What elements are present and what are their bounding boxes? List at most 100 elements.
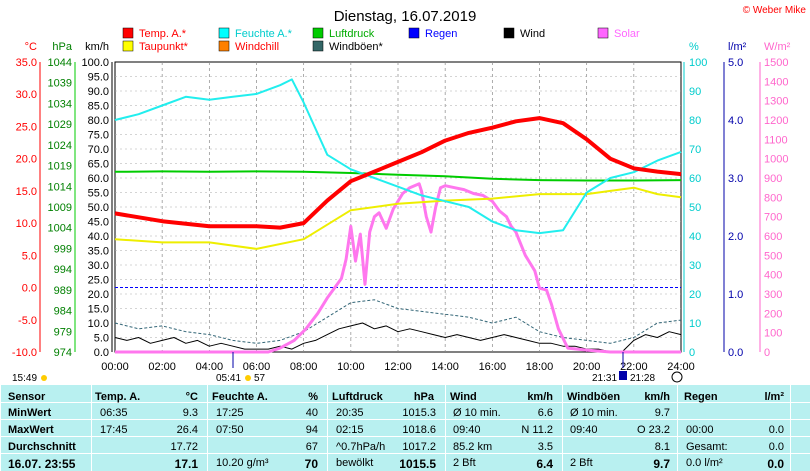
hum-value: 67 xyxy=(305,441,318,453)
hum-time: 17:25 xyxy=(216,407,244,419)
header-rain-unit: l/m² xyxy=(764,391,784,403)
gust-value: O 23.2 xyxy=(636,424,670,436)
x-tick-label: 14:00 xyxy=(431,361,459,373)
hum-time: 10.20 g/m³ xyxy=(216,457,269,469)
solar-axis-tick: 200 xyxy=(764,308,782,320)
x-tick-label: 04:00 xyxy=(196,361,224,373)
wind-time: 85.2 km xyxy=(453,441,493,453)
legend-swatch xyxy=(312,40,324,52)
solar-axis-tick: 0 xyxy=(764,347,770,359)
wind-time: 09:40 xyxy=(453,424,481,436)
solar-axis-tick: 1100 xyxy=(764,134,788,146)
legend-swatch xyxy=(122,40,134,52)
kmh-axis-tick: 100.0 xyxy=(81,57,109,69)
temp-axis-tick: 20.0 xyxy=(16,154,37,166)
legend-label: Regen xyxy=(425,28,457,40)
hpa-axis-tick: 984 xyxy=(54,306,72,318)
temp-axis-tick: 15.0 xyxy=(16,186,37,198)
press-time: 02:15 xyxy=(336,424,364,436)
kmh-axis-tick: 10.0 xyxy=(88,318,109,330)
header-gust-unit: km/h xyxy=(644,391,670,403)
wind-value: N 11.2 xyxy=(521,424,553,436)
rain-axis-tick: 0.0 xyxy=(728,347,743,359)
kmh-axis-tick: 55.0 xyxy=(88,188,109,200)
kmh-axis-tick: 70.0 xyxy=(88,144,109,156)
moon-label: 21:28 xyxy=(630,373,655,384)
temp-axis-tick: 35.0 xyxy=(16,57,37,69)
hpa-axis-tick: 999 xyxy=(54,243,72,255)
axes: 00:00 02:00 04:00 06:00 08:00 10:00 12:00 14:00… xyxy=(12,41,791,373)
rain-time: 0.0 l/m² xyxy=(686,457,723,469)
legend-label: Luftdruck xyxy=(329,28,375,40)
table-col-divider xyxy=(91,385,92,471)
hum-time: 07:50 xyxy=(216,424,244,436)
table-col-divider xyxy=(207,385,208,471)
hpa-axis-tick: 1009 xyxy=(48,202,72,214)
solar-axis-tick: 1200 xyxy=(764,115,788,127)
header-press-unit: hPa xyxy=(413,391,434,403)
rain-axis-unit: l/m² xyxy=(728,41,747,53)
solar-axis-tick: 400 xyxy=(764,270,782,282)
solar-axis-tick: 1400 xyxy=(764,76,788,88)
rain-value: 0.0 xyxy=(768,424,784,436)
sunset-label: 21:31 xyxy=(592,373,617,384)
table-col-divider xyxy=(790,385,791,471)
pct-axis-tick: 50 xyxy=(689,202,701,214)
gust-time: Ø 10 min. xyxy=(570,407,618,419)
kmh-axis-tick: 80.0 xyxy=(88,115,109,127)
rain-axis-tick: 4.0 xyxy=(728,115,743,127)
solar-axis-tick: 800 xyxy=(764,192,782,204)
press-value: 1018.6 xyxy=(402,424,436,436)
x-tick-label: 02:00 xyxy=(148,361,176,373)
row-label: Durchschnitt xyxy=(8,441,76,453)
hpa-axis-tick: 1029 xyxy=(48,119,72,131)
rain-axis-tick: 2.0 xyxy=(728,231,743,243)
hpa-axis-tick: 974 xyxy=(54,347,72,359)
header-temp: Temp. A. xyxy=(95,391,141,403)
header-hum: Feuchte A. xyxy=(212,391,268,403)
x-tick-label: 16:00 xyxy=(479,361,507,373)
x-tick-label: 08:00 xyxy=(290,361,318,373)
header-wind: Wind xyxy=(450,391,477,403)
table-col-divider xyxy=(0,385,1,471)
pct-axis-tick: 0 xyxy=(689,347,695,359)
header-press: Luftdruck xyxy=(332,391,383,403)
row-label: MinWert xyxy=(8,407,52,419)
temp-time: 17:45 xyxy=(100,424,128,436)
solar-axis-tick: 500 xyxy=(764,250,782,262)
legend-swatch xyxy=(218,27,230,39)
press-time: bewölkt xyxy=(336,457,374,469)
wind-value: 6.4 xyxy=(536,457,553,471)
chart-title: Dienstag, 16.07.2019 xyxy=(334,8,477,25)
legend-swatch xyxy=(312,27,324,39)
legend-swatch xyxy=(122,27,134,39)
gust-value: 8.1 xyxy=(654,441,670,453)
x-tick-label: 00:00 xyxy=(101,361,129,373)
hpa-axis-tick: 1004 xyxy=(48,223,72,235)
temp-axis-tick: -5.0 xyxy=(18,315,37,327)
header-sensor: Sensor xyxy=(8,391,46,403)
solar-axis-tick: 1500 xyxy=(764,57,788,69)
hpa-axis-tick: 979 xyxy=(54,326,72,338)
solar-axis-tick: 900 xyxy=(764,173,782,185)
temp-axis-tick: 10.0 xyxy=(16,218,37,230)
kmh-axis-tick: 5.0 xyxy=(94,333,109,345)
legend-label: Feuchte A.* xyxy=(235,28,293,40)
hpa-axis-tick: 1019 xyxy=(48,161,72,173)
hpa-axis-tick: 994 xyxy=(54,264,72,276)
kmh-axis-tick: 0.0 xyxy=(94,347,109,359)
legend-swatch xyxy=(503,27,515,39)
pct-axis-tick: 20 xyxy=(689,289,701,301)
sun-icon xyxy=(41,375,47,381)
pct-axis-tick: 10 xyxy=(689,318,701,330)
rain-time: 00:00 xyxy=(686,424,714,436)
solar-axis-tick: 1000 xyxy=(764,154,788,166)
press-value: 1017.2 xyxy=(402,441,436,453)
legend-swatch xyxy=(408,27,420,39)
kmh-axis-tick: 85.0 xyxy=(88,101,109,113)
wind-value: 6.6 xyxy=(537,407,553,419)
gust-time: 2 Bft xyxy=(570,457,593,469)
hum-value: 94 xyxy=(305,424,318,436)
legend-label: Temp. A.* xyxy=(139,28,187,40)
temp-axis-tick: -10.0 xyxy=(12,347,37,359)
